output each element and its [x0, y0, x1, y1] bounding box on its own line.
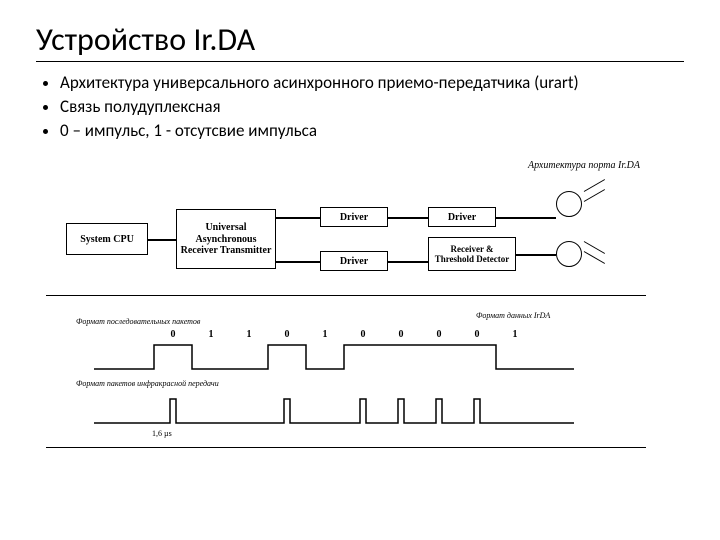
bit-label: 0: [163, 329, 183, 340]
box-driver-3: Driver: [428, 207, 496, 227]
slide-title: Устройство Ir.DA: [36, 20, 684, 62]
waveform-area: Формат последовательных пакетов Формат д…: [36, 317, 684, 477]
baseline: [46, 447, 646, 448]
box-uart: Universal Asynchronous Receiver Transmit…: [176, 209, 276, 269]
box-receiver: Receiver & Threshold Detector: [428, 237, 516, 271]
bit-label: 0: [391, 329, 411, 340]
baseline: [46, 295, 646, 296]
connector: [388, 217, 428, 219]
led-icon: [556, 191, 582, 217]
serial-waveform: [36, 343, 676, 373]
photodiode-icon: [556, 241, 582, 267]
connector: [496, 217, 556, 219]
bit-label: 1: [505, 329, 525, 340]
bit-label: 0: [277, 329, 297, 340]
label-ir-packet: Формат пакетов инфракрасной передачи: [76, 379, 219, 388]
bit-label: 1: [201, 329, 221, 340]
bit-label: 0: [429, 329, 449, 340]
box-driver-2: Driver: [320, 251, 388, 271]
ray-icon: [584, 189, 605, 202]
connector: [276, 261, 320, 263]
bit-label: 0: [467, 329, 487, 340]
bullet-item: 0 – импульс, 1 - отсутсвие импульса: [60, 120, 684, 142]
box-cpu: System CPU: [66, 223, 148, 255]
bit-label: 1: [239, 329, 259, 340]
ray-icon: [584, 251, 605, 264]
bit-label: 1: [315, 329, 335, 340]
connector: [276, 217, 320, 219]
pulse-duration-label: 1,6 µs: [152, 429, 172, 438]
bit-label: 0: [353, 329, 373, 340]
label-irda: Формат данных IrDA: [476, 311, 550, 320]
ir-waveform: [36, 397, 676, 427]
block-diagram: System CPU Universal Asynchronous Receiv…: [36, 177, 684, 317]
connector: [516, 254, 556, 256]
diagram-caption: Архитектура порта Ir.DA: [36, 160, 640, 171]
connector: [388, 261, 428, 263]
connector: [148, 239, 176, 241]
label-serial: Формат последовательных пакетов: [76, 317, 200, 326]
bullet-list: Архитектура универсального асинхронного …: [36, 72, 684, 142]
box-driver-1: Driver: [320, 207, 388, 227]
bullet-item: Связь полудуплексная: [60, 96, 684, 118]
bullet-item: Архитектура универсального асинхронного …: [60, 72, 684, 94]
